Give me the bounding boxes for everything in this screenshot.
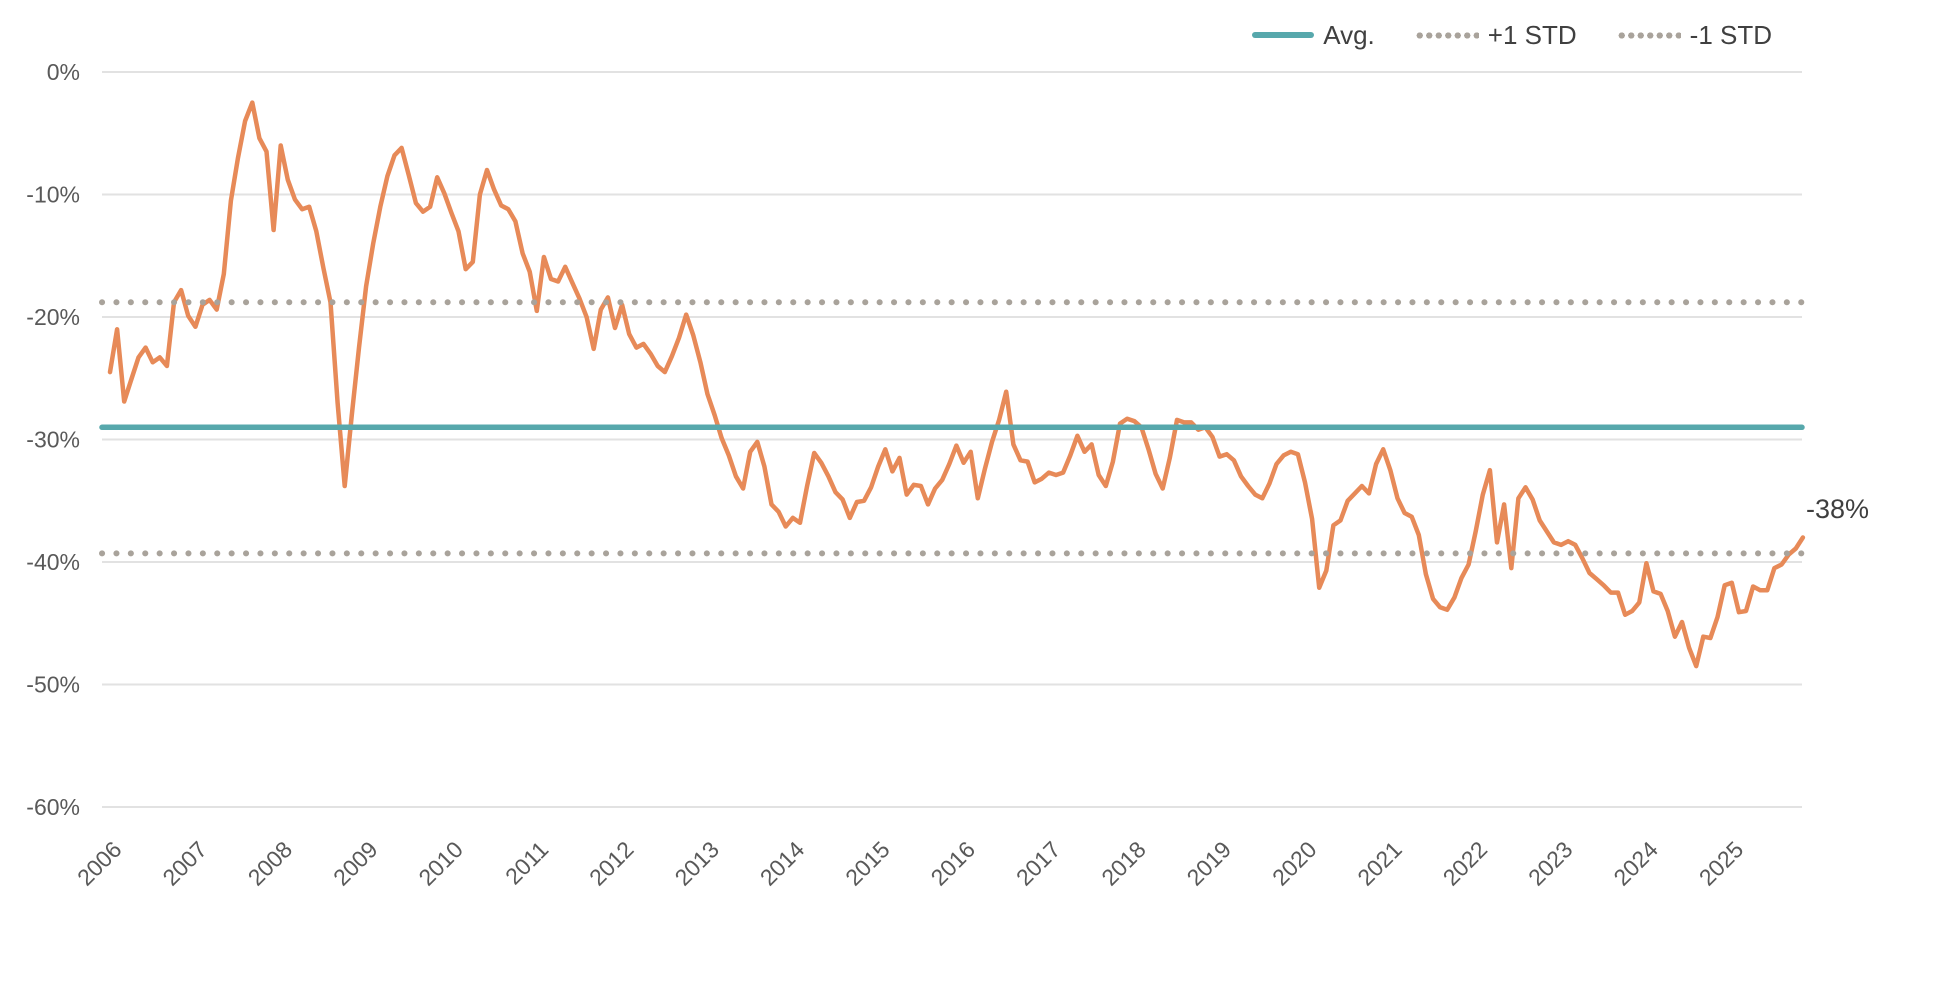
svg-text:2006: 2006 [72,836,127,891]
svg-text:2025: 2025 [1694,836,1749,891]
svg-text:2018: 2018 [1096,836,1151,891]
svg-text:-40%: -40% [26,549,80,575]
svg-text:2008: 2008 [243,836,298,891]
svg-text:2024: 2024 [1608,836,1663,891]
plus1std-dotted-swatch-icon [1414,31,1479,39]
end-value-label: -38% [1806,494,1870,524]
minus1std-dotted-swatch-icon [1616,31,1681,39]
svg-text:2010: 2010 [413,836,468,891]
legend-item-avg: Avg. [1252,22,1375,48]
svg-text:2016: 2016 [926,836,981,891]
svg-text:2020: 2020 [1267,836,1322,891]
svg-text:2011: 2011 [500,836,553,889]
legend: Avg. +1 STD -1 STD [1252,22,1772,48]
avg-line-swatch-icon [1252,32,1315,38]
svg-text:-30%: -30% [26,427,80,453]
legend-item-plus1std: +1 STD [1414,20,1577,50]
svg-text:2012: 2012 [584,836,639,891]
svg-text:-20%: -20% [26,304,80,330]
svg-text:2019: 2019 [1182,836,1237,891]
svg-text:2013: 2013 [669,836,724,891]
svg-text:2007: 2007 [157,836,212,891]
legend-item-minus1std: -1 STD [1616,20,1772,50]
svg-text:2009: 2009 [328,836,383,891]
svg-text:2014: 2014 [755,836,810,891]
legend-label-minus1std: -1 STD [1689,20,1772,50]
svg-text:-60%: -60% [26,794,80,820]
svg-text:2017: 2017 [1011,836,1066,891]
svg-text:0%: 0% [47,59,80,85]
svg-text:2021: 2021 [1352,836,1407,891]
svg-text:-50%: -50% [26,672,80,698]
svg-text:2015: 2015 [840,836,895,891]
svg-text:-10%: -10% [26,182,80,208]
svg-text:2023: 2023 [1523,836,1578,891]
legend-label-plus1std: +1 STD [1487,20,1577,50]
svg-text:2022: 2022 [1438,836,1493,891]
legend-label-avg: Avg. [1323,20,1375,50]
